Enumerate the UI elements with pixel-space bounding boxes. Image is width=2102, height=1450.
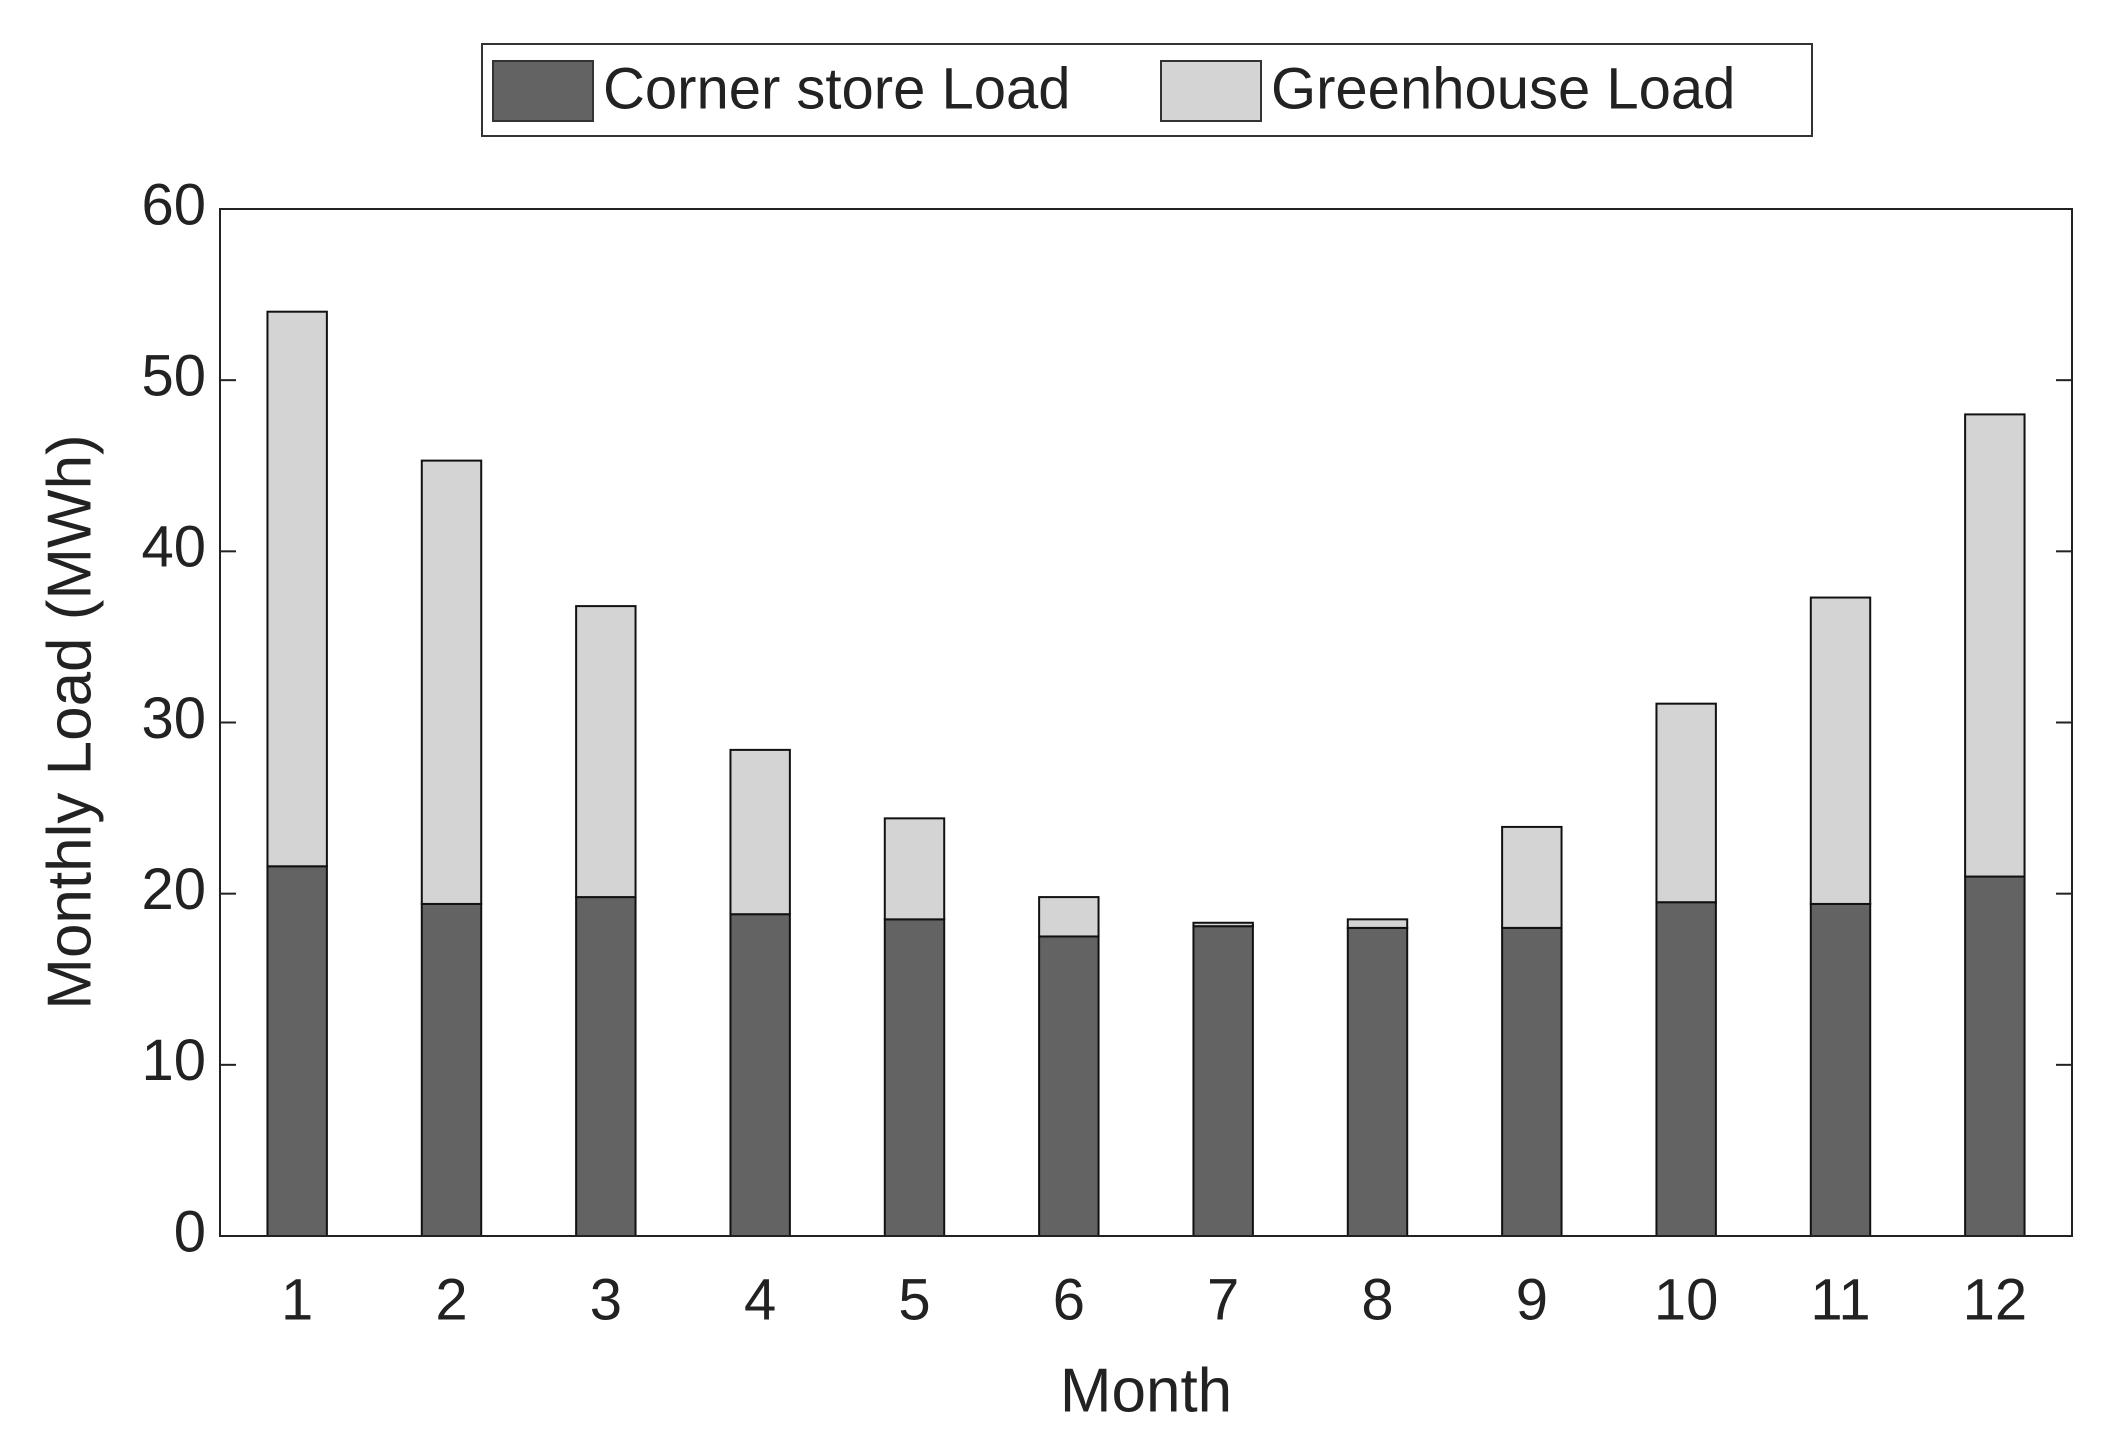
bar-segment [575, 605, 637, 899]
y-tick-label: 30 [141, 686, 206, 751]
y-axis-label: Monthly Load (MWh) [35, 434, 104, 1009]
x-tick-label: 2 [435, 1267, 467, 1332]
bar-segment [1192, 921, 1254, 928]
x-tick-label: 10 [1654, 1267, 1719, 1332]
x-tick-label: 8 [1361, 1267, 1393, 1332]
bar-segment [1501, 926, 1563, 1238]
x-tick-label: 6 [1053, 1267, 1085, 1332]
y-tick-label: 50 [141, 343, 206, 408]
bar-segment [729, 913, 791, 1237]
bar-segment [575, 896, 637, 1238]
y-tick-label: 20 [141, 857, 206, 922]
bar-segment [420, 902, 483, 1237]
bar-segment [1038, 896, 1100, 938]
x-tick-label: 12 [1963, 1267, 2028, 1332]
bar-segment [883, 817, 946, 921]
legend-text: Greenhouse Load [1271, 56, 1735, 121]
bar-segment [1501, 825, 1563, 929]
bar-segment [266, 865, 328, 1238]
x-tick-label: 5 [898, 1267, 930, 1332]
x-tick-label: 1 [281, 1267, 313, 1332]
x-tick-label: 4 [744, 1267, 776, 1332]
y-tick-label: 0 [174, 1199, 206, 1264]
bar-segment [1964, 413, 2026, 878]
bar-segment [883, 918, 946, 1237]
y-tick-label: 40 [141, 515, 206, 580]
x-tick-label: 9 [1516, 1267, 1548, 1332]
bar-segment [420, 459, 483, 905]
x-tick-label: 7 [1207, 1267, 1239, 1332]
bar-segment [1346, 918, 1409, 929]
bar-segment [1192, 925, 1254, 1238]
bar-segment [1809, 902, 1872, 1237]
legend-box [481, 43, 1813, 137]
bar-segment [1038, 935, 1100, 1237]
bar-segment [1655, 702, 1717, 904]
legend-swatch [1160, 60, 1262, 122]
x-axis-label: Month [1060, 1356, 1232, 1425]
plot-frame [219, 208, 2073, 1237]
bar-segment [1964, 875, 2026, 1237]
bar-segment [729, 748, 791, 916]
y-tick-label: 10 [141, 1028, 206, 1093]
bar-segment [1346, 926, 1409, 1238]
bar-segment [1655, 901, 1717, 1237]
x-tick-label: 11 [1810, 1267, 1870, 1332]
bar-segment [1809, 596, 1872, 905]
legend-swatch [492, 60, 594, 122]
legend-text: Corner store Load [603, 56, 1070, 121]
bar-segment [266, 310, 328, 868]
y-tick-label: 60 [141, 172, 206, 237]
x-tick-label: 3 [590, 1267, 622, 1332]
